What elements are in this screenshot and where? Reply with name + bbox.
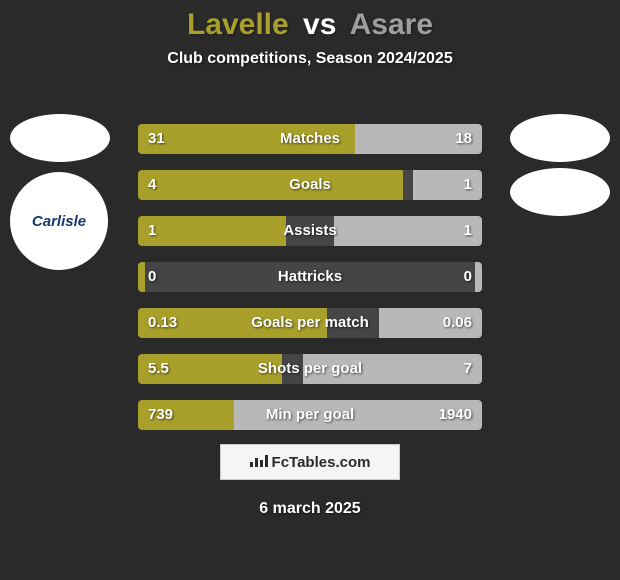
comparison-infographic: Lavelle vs Asare Club competitions, Seas… bbox=[0, 0, 620, 580]
club-badge-text: Carlisle bbox=[32, 213, 86, 230]
player2-avatar bbox=[510, 114, 610, 162]
stat-label: Assists bbox=[138, 216, 482, 246]
stat-label: Min per goal bbox=[138, 400, 482, 430]
player1-avatar bbox=[10, 114, 110, 162]
date: 6 march 2025 bbox=[0, 500, 620, 518]
stat-row: 3118Matches bbox=[138, 124, 482, 154]
player1-club-badge: Carlisle bbox=[10, 172, 108, 270]
stats-bars: 3118Matches 41Goals 11Assists 00Hattricks 0.… bbox=[138, 124, 482, 446]
stat-row: 00Hattricks bbox=[138, 262, 482, 292]
stat-row: 5.57Shots per goal bbox=[138, 354, 482, 384]
player2-club-badge bbox=[510, 168, 610, 216]
footer-brand[interactable]: FcTables.com bbox=[220, 444, 400, 480]
title-player1: Lavelle bbox=[187, 8, 289, 41]
stat-label: Goals per match bbox=[138, 308, 482, 338]
stat-row: 11Assists bbox=[138, 216, 482, 246]
stat-label: Hattricks bbox=[138, 262, 482, 292]
stat-label: Matches bbox=[138, 124, 482, 154]
stat-row: 41Goals bbox=[138, 170, 482, 200]
title-player2: Asare bbox=[350, 8, 433, 41]
title-vs: vs bbox=[303, 8, 336, 41]
stat-label: Shots per goal bbox=[138, 354, 482, 384]
subtitle: Club competitions, Season 2024/2025 bbox=[0, 50, 620, 68]
stat-row: 0.130.06Goals per match bbox=[138, 308, 482, 338]
page-title: Lavelle vs Asare bbox=[0, 0, 620, 42]
chart-icon bbox=[250, 453, 268, 472]
stat-label: Goals bbox=[138, 170, 482, 200]
footer-brand-text: FcTables.com bbox=[272, 454, 371, 471]
stat-row: 7391940Min per goal bbox=[138, 400, 482, 430]
